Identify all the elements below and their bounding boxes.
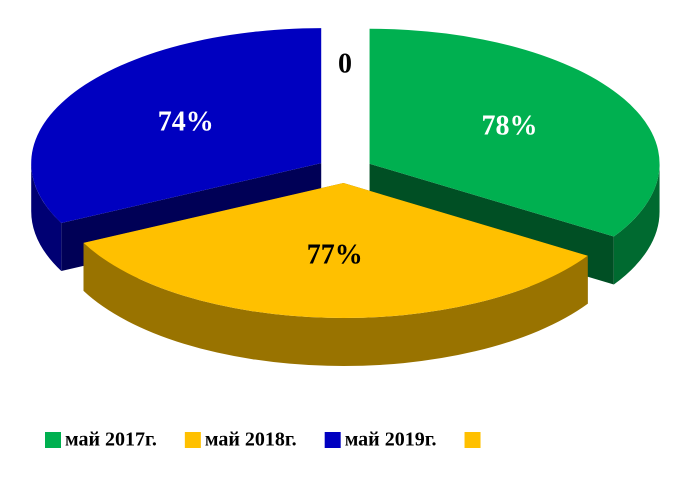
legend-swatch xyxy=(324,432,341,448)
legend-swatch xyxy=(45,432,61,448)
legend-label: май 2017г. xyxy=(65,429,157,451)
legend-swatch xyxy=(184,432,201,448)
slice-rim xyxy=(83,242,588,367)
data-label: 77% xyxy=(307,240,363,271)
legend-label: май 2018г. xyxy=(205,429,297,451)
pie-wedge xyxy=(31,28,322,224)
pie-wedge xyxy=(369,28,660,237)
pie-wedge xyxy=(83,183,588,319)
data-label: 78% xyxy=(481,111,537,142)
legend-label: май 2019г. xyxy=(345,429,437,451)
data-label: 0 xyxy=(338,48,352,79)
data-label: 74% xyxy=(158,106,214,137)
pie-slice xyxy=(83,183,588,367)
slice-rim xyxy=(613,163,660,285)
legend-swatch xyxy=(464,432,481,448)
slice-rim xyxy=(31,163,62,272)
